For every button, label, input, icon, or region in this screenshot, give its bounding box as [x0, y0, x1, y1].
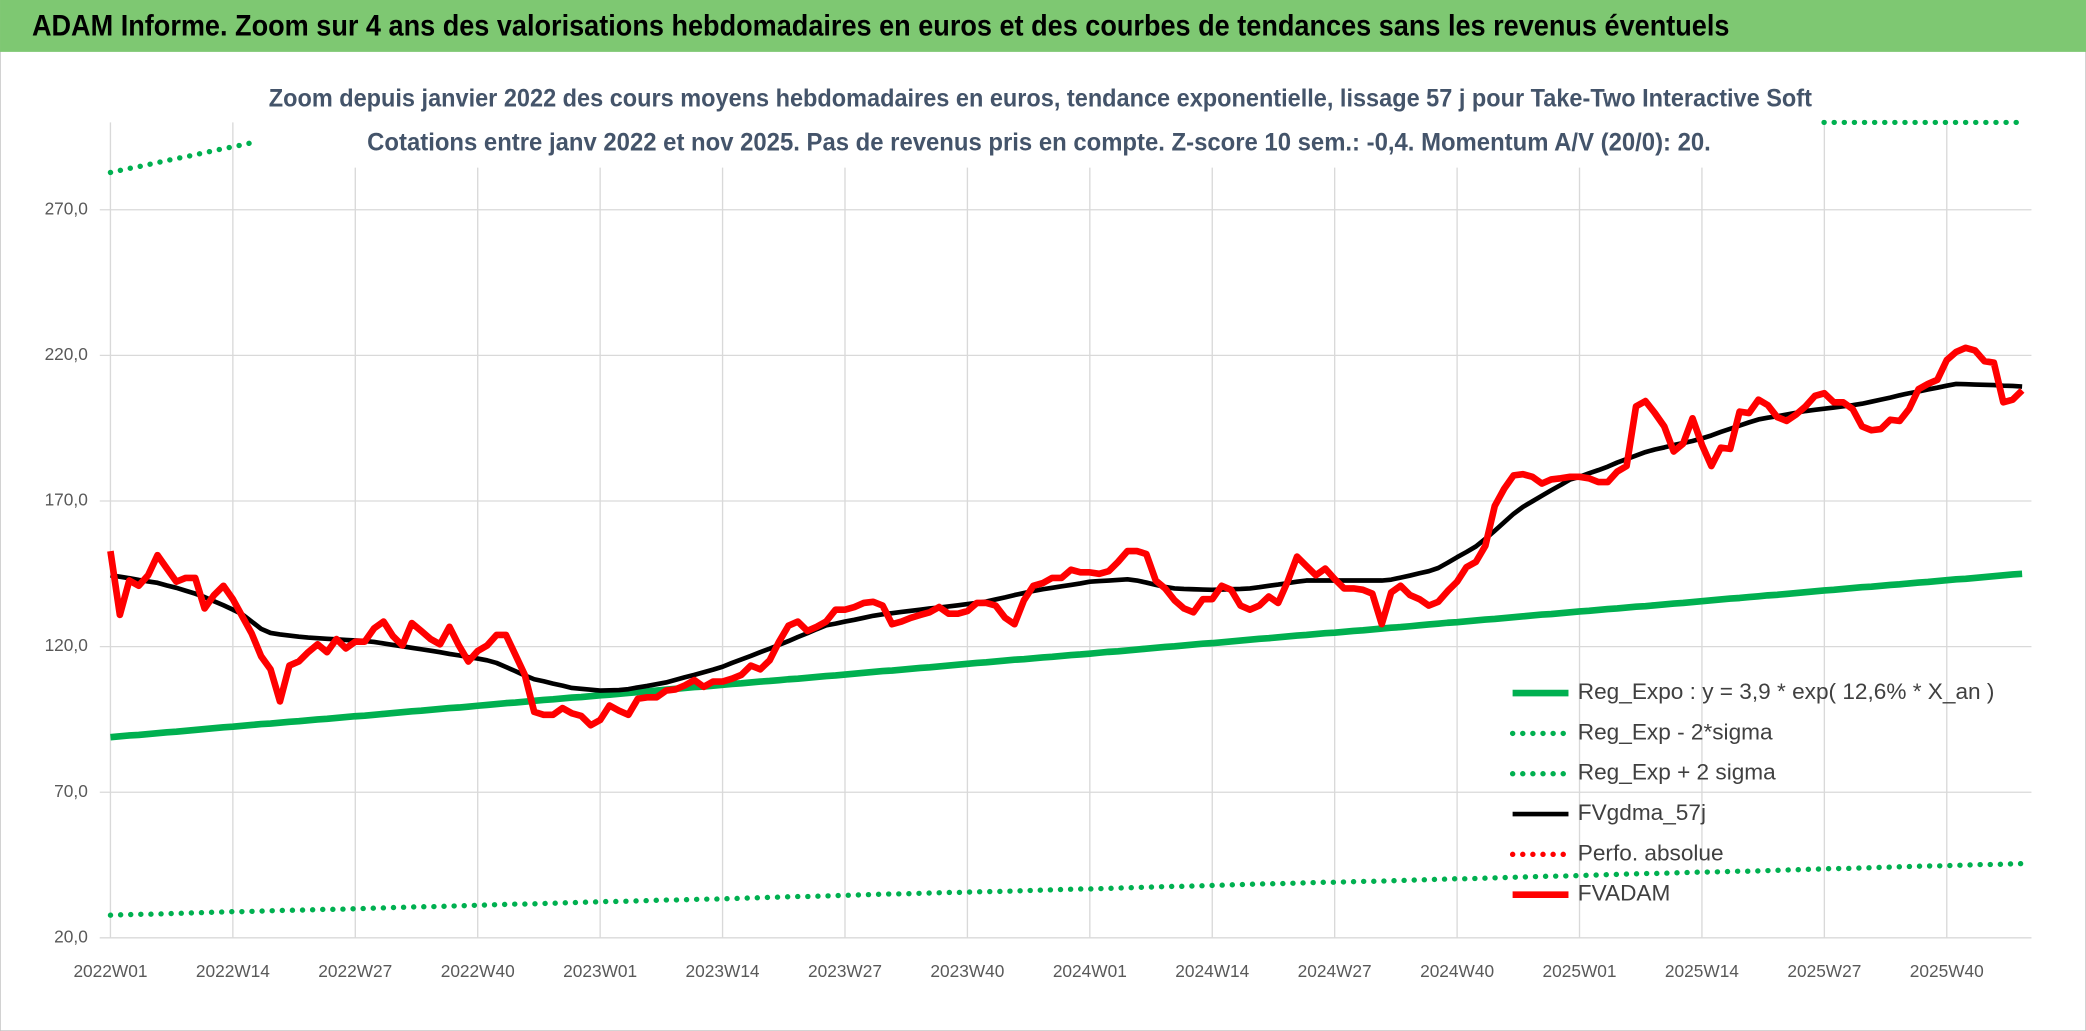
chart-subtitle: Cotations entre janv 2022 et nov 2025. P…: [367, 128, 1711, 156]
series-line: [110, 381, 2023, 693]
x-tick-label: 2025W14: [1665, 961, 1739, 981]
legend-label: Reg_Expo : y = 3,9 * exp( 12,6% * X_an ): [1578, 679, 1995, 704]
series-line: [107, 344, 2025, 729]
chart-title: Zoom depuis janvier 2022 des cours moyen…: [269, 84, 1813, 112]
x-tick-label: 2022W40: [441, 961, 515, 981]
legend-label: Reg_Exp - 2*sigma: [1578, 719, 1773, 744]
x-tick-label: 2025W40: [1910, 961, 1984, 981]
x-tick-label: 2025W01: [1543, 961, 1617, 981]
x-tick-label: 2023W01: [563, 961, 637, 981]
y-tick-label: 170,0: [45, 490, 88, 510]
x-tick-label: 2022W27: [318, 961, 392, 981]
legend-label: FVgdma_57j: [1578, 800, 1706, 825]
x-tick-label: 2024W01: [1053, 961, 1127, 981]
y-tick-label: 70,0: [54, 781, 88, 801]
x-tick-label: 2025W27: [1787, 961, 1861, 981]
banner-title: ADAM Informe. Zoom sur 4 ans des valoris…: [32, 11, 1729, 43]
x-tick-label: 2022W01: [73, 961, 147, 981]
y-tick-label: 20,0: [54, 926, 88, 946]
x-tick-label: 2023W27: [808, 961, 882, 981]
x-tick-label: 2024W14: [1175, 961, 1249, 981]
x-tick-label: 2022W14: [196, 961, 270, 981]
series-line: [110, 570, 2023, 741]
y-tick-label: 220,0: [45, 344, 88, 364]
legend-label: FVADAM: [1578, 881, 1671, 906]
x-tick-label: 2023W40: [930, 961, 1004, 981]
x-tick-label: 2023W14: [686, 961, 760, 981]
title-box: [252, 74, 1818, 168]
y-tick-label: 270,0: [45, 198, 88, 218]
banner: [0, 0, 2086, 52]
y-tick-label: 120,0: [45, 635, 88, 655]
legend-label: Reg_Exp + 2 sigma: [1578, 760, 1776, 785]
x-tick-label: 2024W27: [1298, 961, 1372, 981]
legend-label: Perfo. absolue: [1578, 840, 1724, 865]
legend: Reg_Expo : y = 3,9 * exp( 12,6% * X_an )…: [1509, 679, 1995, 906]
grid: 20,0 70,0 120,0 170,0 220,0 270,0 2022W01 2022W…: [45, 122, 2032, 981]
x-tick-label: 2024W40: [1420, 961, 1494, 981]
